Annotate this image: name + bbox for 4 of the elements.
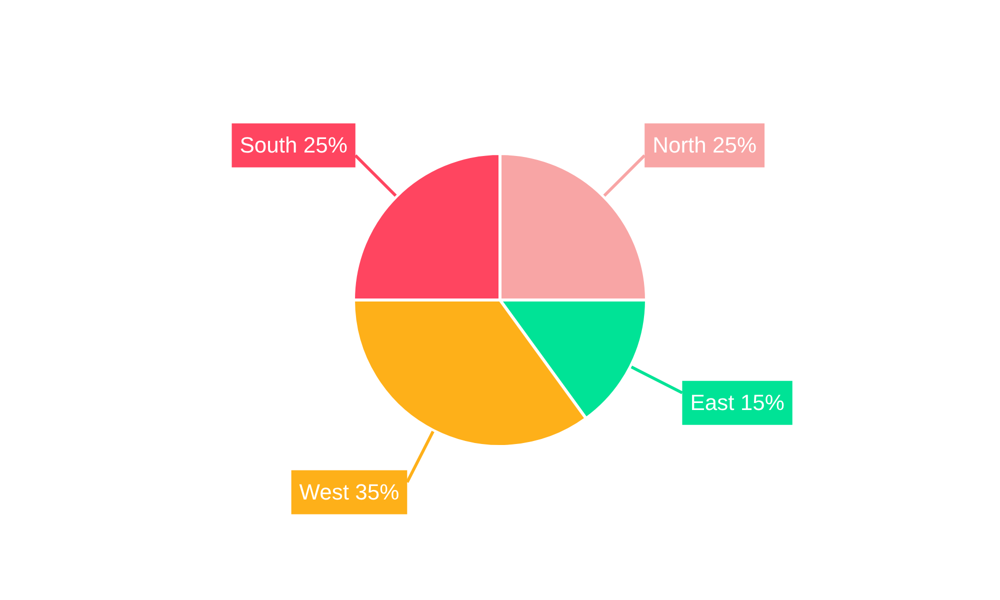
slice-label: South 25% [240,132,348,158]
slice-label: West 35% [299,479,400,504]
slice-label: East 15% [690,390,784,415]
slice-label: North 25% [652,132,757,158]
